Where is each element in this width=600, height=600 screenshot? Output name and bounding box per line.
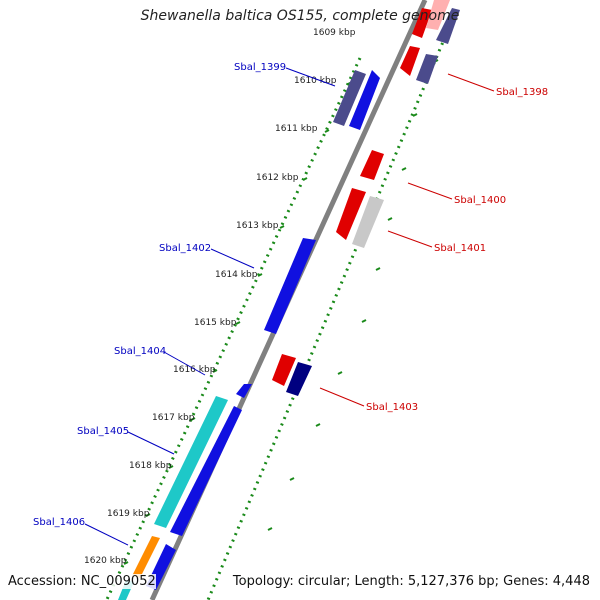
gene-top-red[interactable] bbox=[412, 8, 432, 38]
gene-sbal-1403-navy[interactable] bbox=[286, 362, 312, 396]
left-gene-labels: Sbal_1399 Sbal_1402 Sbal_1404 Sbal_1405 … bbox=[33, 62, 286, 528]
gene-sbal-1403-red[interactable] bbox=[272, 354, 296, 386]
gene-label-sbal-1406[interactable]: Sbal_1406 bbox=[33, 517, 85, 528]
gene-top-pink[interactable] bbox=[426, 0, 450, 30]
gene-sbal-1404[interactable] bbox=[236, 384, 252, 398]
kbp-label: 1611 kbp bbox=[275, 124, 318, 134]
accession-text: Accession: NC_009052 bbox=[8, 574, 156, 589]
gene-sbal-1399-b[interactable] bbox=[349, 70, 380, 130]
kbp-label: 1619 kbp bbox=[107, 509, 150, 519]
kbp-label: 1613 kbp bbox=[236, 221, 279, 231]
gene-label-sbal-1399[interactable]: Sbal_1399 bbox=[234, 62, 286, 73]
gene-sbal-1400[interactable] bbox=[360, 150, 384, 180]
kbp-label: 1612 kbp bbox=[256, 173, 299, 183]
gene-sbal-1398-purple[interactable] bbox=[416, 54, 438, 84]
gene-label-sbal-1402[interactable]: Sbal_1402 bbox=[159, 243, 211, 254]
gene-sbal-1406-orange[interactable] bbox=[132, 536, 160, 578]
kbp-labels: 1609 kbp 1610 kbp 1611 kbp 1612 kbp 1613… bbox=[84, 28, 356, 566]
kbp-label: 1609 kbp bbox=[313, 28, 356, 38]
kbp-label: 1617 kbp bbox=[152, 413, 195, 423]
kbp-label: 1620 kbp bbox=[84, 556, 127, 566]
genome-title: Shewanella baltica OS155, complete genom… bbox=[140, 8, 460, 24]
kbp-label: 1618 kbp bbox=[129, 461, 172, 471]
gene-label-sbal-1404[interactable]: Sbal_1404 bbox=[114, 346, 166, 357]
gene-sbal-1402[interactable] bbox=[264, 238, 316, 334]
right-gene-labels: Sbal_1398 Sbal_1400 Sbal_1401 Sbal_1403 bbox=[366, 87, 548, 413]
gene-label-sbal-1403[interactable]: Sbal_1403 bbox=[366, 402, 418, 413]
left-leaders bbox=[84, 67, 336, 546]
right-leaders bbox=[319, 73, 495, 407]
gene-sbal-1405-blue[interactable] bbox=[170, 406, 242, 536]
gene-label-sbal-1398[interactable]: Sbal_1398 bbox=[496, 87, 548, 98]
gene-sbal-1401-grey[interactable] bbox=[352, 196, 384, 248]
gene-label-sbal-1405[interactable]: Sbal_1405 bbox=[77, 426, 129, 437]
gene-sbal-1398-red[interactable] bbox=[400, 46, 420, 76]
gene-sbal-1405-cyan[interactable] bbox=[154, 396, 228, 528]
kbp-label: 1616 kbp bbox=[173, 365, 216, 375]
kbp-label: 1615 kbp bbox=[194, 318, 237, 328]
kbp-label: 1614 kbp bbox=[215, 270, 258, 280]
gene-sbal-1401-red[interactable] bbox=[336, 188, 366, 240]
gene-top-purple[interactable] bbox=[436, 8, 460, 44]
gene-sbal-1399-a[interactable] bbox=[333, 70, 366, 126]
kbp-label: 1610 kbp bbox=[294, 76, 337, 86]
inner-dotted-track-right bbox=[206, 29, 450, 600]
genome-summary-text: Topology: circular; Length: 5,127,376 bp… bbox=[232, 574, 590, 589]
gene-label-sbal-1400[interactable]: Sbal_1400 bbox=[454, 195, 506, 206]
gene-label-sbal-1401[interactable]: Sbal_1401 bbox=[434, 243, 486, 254]
